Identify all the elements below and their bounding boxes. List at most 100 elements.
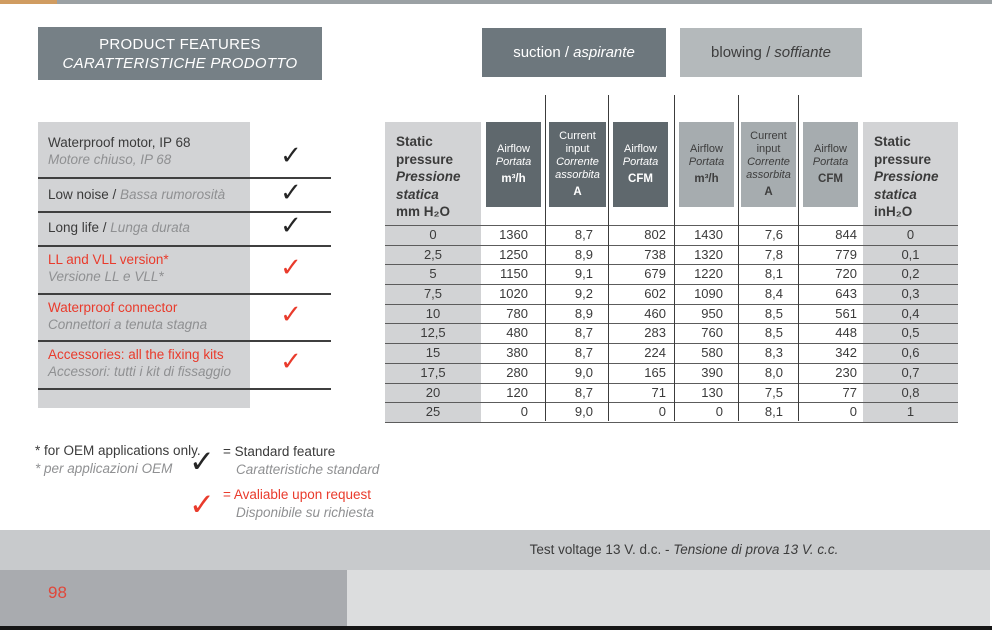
table-cell: 20 [385, 383, 481, 403]
column-header: Airflow Portata m³/h [679, 122, 734, 207]
column-header-line: Airflow [813, 143, 847, 155]
table-cell: 1250 [499, 246, 528, 262]
request-feature-legend: = Avaliable upon request Disponibile su … [223, 486, 374, 521]
feature-label-it: Bassa rumorosità [120, 187, 226, 202]
table-cell: 25 [385, 403, 481, 422]
column-header-line: Portata [622, 156, 659, 168]
column-header-line: assorbita [746, 169, 791, 181]
standard-legend-en: = Standard feature [223, 444, 336, 459]
feature-divider [38, 388, 331, 390]
column-header-line: Corrente [556, 156, 599, 168]
mode-header-suction: suction / aspirante [482, 28, 666, 77]
test-voltage-bar: Test voltage 13 V. d.c. - Tensione di pr… [0, 530, 990, 570]
table-cell: 8,7 [574, 384, 593, 400]
top-accent-strip [0, 0, 57, 4]
column-header-line: input [756, 143, 781, 155]
static-pressure-header-right: Static pressure Pressione statica inH₂O [863, 122, 958, 225]
table-cell: 8,5 [764, 305, 783, 321]
table-cell: 8,5 [764, 325, 783, 341]
column-header: Airflow Portata CFM [803, 122, 858, 207]
sp-right-line: Static [874, 134, 911, 149]
column-header-line: input [565, 143, 590, 155]
table-cell: 1220 [694, 266, 723, 282]
table-cell: 77 [842, 384, 857, 400]
table-cell: 8,1 [764, 404, 783, 420]
table-cell: 7,8 [764, 246, 783, 262]
table-cell: 8,1 [764, 266, 783, 282]
column-header-line: Portata [495, 156, 532, 168]
column-header: Current input Corrente assorbita A [549, 122, 606, 207]
table-cell: 1090 [694, 286, 723, 302]
test-voltage-text: Test voltage 13 V. d.c. - Tensione di pr… [388, 530, 980, 570]
feature-label-it: Lunga durata [110, 220, 190, 235]
table-cell: 9,0 [574, 364, 593, 380]
static-pressure-header-left: Static pressure Pressione statica mm H₂O [385, 122, 481, 225]
table-cell: 1 [863, 403, 958, 422]
table-cell: 8,7 [574, 325, 593, 341]
table-cell: 17,5 [385, 363, 481, 383]
table-cell: 280 [506, 364, 528, 380]
table-cell: 760 [701, 325, 723, 341]
feature-divider [38, 293, 331, 295]
table-cell: 8,7 [574, 227, 593, 242]
table-cell: 10 [385, 304, 481, 324]
table-cell: 0 [863, 226, 958, 245]
table-cell: 390 [701, 364, 723, 380]
blowing-label-en: blowing / [711, 44, 771, 61]
table-cell: 1020 [499, 286, 528, 302]
standard-check-icon: ✓ [189, 444, 215, 479]
sp-left-line: pressure [396, 151, 454, 167]
table-cell: 7,6 [764, 227, 783, 242]
table-row: 20 120 8,7 71 130 7,5 77 0,8 [385, 383, 958, 404]
column-header-unit: m³/h [694, 173, 719, 185]
feature-item: Waterproof motor, IP 68 Motore chiuso, IP… [48, 134, 246, 168]
feature-divider [38, 245, 331, 247]
column-header-line: Airflow [623, 143, 657, 155]
table-row: 7,5 1020 9,2 602 1090 8,4 643 0,3 [385, 285, 958, 305]
table-cell: 643 [835, 286, 857, 302]
feature-check-icon: ✓ [280, 177, 302, 207]
sp-right-line: statica [874, 186, 917, 202]
sp-left-line: Pressione [396, 169, 461, 184]
column-header: Airflow Portata m³/h [486, 122, 541, 207]
table-cell: 120 [506, 384, 528, 400]
column-header-line: Corrente [747, 156, 790, 168]
table-cell: 7,5 [764, 384, 783, 400]
table-cell: 0,8 [863, 383, 958, 403]
table-cell: 8,0 [764, 364, 783, 380]
table-cell: 9,0 [574, 404, 593, 420]
table-row: 12,5 480 8,7 283 760 8,5 448 0,5 [385, 324, 958, 345]
table-cell: 0,4 [863, 304, 958, 324]
sp-right-line: pressure [874, 151, 932, 167]
feature-item: LL and VLL version* Versione LL e VLL* [48, 251, 246, 285]
table-cell: 9,1 [574, 266, 593, 282]
product-features-title-en: PRODUCT FEATURES [99, 35, 261, 53]
table-cell: 9,2 [574, 286, 593, 302]
suction-label-it: aspirante [573, 44, 635, 61]
table-cell: 0,5 [863, 324, 958, 344]
top-strip [57, 0, 992, 4]
feature-label-it: Versione LL e VLL* [48, 269, 164, 284]
feature-label-en: Accessories: all the fixing kits [48, 347, 224, 362]
table-row: 10 780 8,9 460 950 8,5 561 0,4 [385, 304, 958, 325]
column-header: Current input Corrente assorbita A [741, 122, 796, 207]
table-row: 15 380 8,7 224 580 8,3 342 0,6 [385, 344, 958, 364]
column-header-line: Portata [688, 156, 725, 168]
table-cell: 0,2 [863, 265, 958, 285]
column-header-line: Portata [812, 156, 849, 168]
feature-item: Low noise / Bassa rumorosità [48, 186, 246, 203]
table-cell: 0 [658, 404, 666, 420]
features-panel [38, 122, 250, 408]
sp-right-line: Pressione [874, 169, 939, 184]
feature-divider [38, 340, 331, 342]
page-footer-bar-right [347, 570, 990, 626]
oem-footnote-it: * per applicazioni OEM [35, 460, 173, 476]
column-header-unit: CFM [818, 173, 843, 185]
product-features-title: PRODUCT FEATURES CARATTERISTICHE PRODOTT… [38, 27, 322, 80]
column-header-unit: A [573, 186, 582, 198]
oem-footnote: * for OEM applications only. * per appli… [35, 442, 201, 477]
table-cell: 0 [520, 404, 528, 420]
table-divider-line [545, 95, 546, 421]
feature-item: Long life / Lunga durata [48, 219, 246, 236]
suction-label-en: suction / [513, 44, 570, 61]
